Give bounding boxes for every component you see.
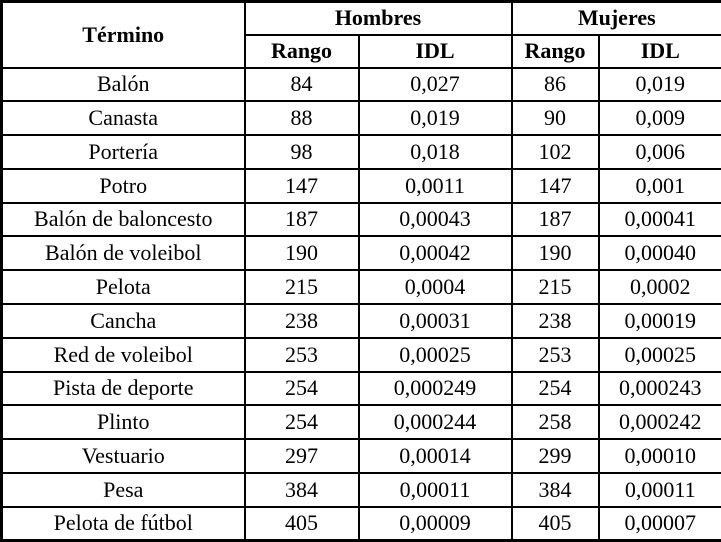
mujeres-idl-cell: 0,00025 [599, 338, 721, 372]
hombres-idl-cell: 0,000244 [359, 405, 512, 439]
term-cell: Portería [2, 135, 245, 169]
col-header-termino: Término [2, 2, 245, 68]
hombres-rango-cell: 147 [245, 169, 359, 203]
mujeres-idl-cell: 0,009 [599, 101, 721, 135]
term-cell: Red de voleibol [2, 338, 245, 372]
mujeres-idl-cell: 0,00041 [599, 203, 721, 237]
col-header-mujeres-rango: Rango [512, 35, 599, 68]
hombres-idl-cell: 0,00042 [359, 236, 512, 270]
mujeres-idl-cell: 0,00040 [599, 236, 721, 270]
hombres-rango-cell: 384 [245, 473, 359, 507]
hombres-rango-cell: 187 [245, 203, 359, 237]
mujeres-rango-cell: 405 [512, 507, 599, 541]
mujeres-idl-cell: 0,001 [599, 169, 721, 203]
mujeres-rango-cell: 187 [512, 203, 599, 237]
mujeres-idl-cell: 0,019 [599, 68, 721, 102]
hombres-idl-cell: 0,00025 [359, 338, 512, 372]
hombres-idl-cell: 0,00009 [359, 507, 512, 541]
hombres-rango-cell: 84 [245, 68, 359, 102]
hombres-rango-cell: 215 [245, 270, 359, 304]
col-header-hombres-rango: Rango [245, 35, 359, 68]
term-cell: Plinto [2, 405, 245, 439]
mujeres-idl-cell: 0,00011 [599, 473, 721, 507]
term-cell: Pelota de fútbol [2, 507, 245, 541]
term-cell: Potro [2, 169, 245, 203]
mujeres-rango-cell: 90 [512, 101, 599, 135]
hombres-rango-cell: 98 [245, 135, 359, 169]
mujeres-rango-cell: 215 [512, 270, 599, 304]
mujeres-rango-cell: 254 [512, 372, 599, 406]
hombres-rango-cell: 254 [245, 405, 359, 439]
hombres-rango-cell: 190 [245, 236, 359, 270]
mujeres-rango-cell: 253 [512, 338, 599, 372]
hombres-idl-cell: 0,00043 [359, 203, 512, 237]
mujeres-idl-cell: 0,000243 [599, 372, 721, 406]
term-cell: Pesa [2, 473, 245, 507]
hombres-rango-cell: 253 [245, 338, 359, 372]
table-header: Término Hombres Mujeres Rango IDL Rango … [2, 2, 721, 68]
hombres-rango-cell: 405 [245, 507, 359, 541]
mujeres-rango-cell: 238 [512, 304, 599, 338]
term-cell: Cancha [2, 304, 245, 338]
hombres-idl-cell: 0,00011 [359, 473, 512, 507]
group-header-row: Término Hombres Mujeres [2, 2, 721, 35]
mujeres-rango-cell: 147 [512, 169, 599, 203]
term-cell: Vestuario [2, 439, 245, 473]
term-cell: Balón [2, 68, 245, 102]
mujeres-idl-cell: 0,006 [599, 135, 721, 169]
mujeres-idl-cell: 0,000242 [599, 405, 721, 439]
hombres-idl-cell: 0,00014 [359, 439, 512, 473]
term-cell: Balón de baloncesto [2, 203, 245, 237]
hombres-idl-cell: 0,0011 [359, 169, 512, 203]
hombres-idl-cell: 0,0004 [359, 270, 512, 304]
hombres-idl-cell: 0,00031 [359, 304, 512, 338]
mujeres-idl-cell: 0,00010 [599, 439, 721, 473]
mujeres-idl-cell: 0,00007 [599, 507, 721, 541]
hombres-idl-cell: 0,000249 [359, 372, 512, 406]
hombres-idl-cell: 0,027 [359, 68, 512, 102]
term-cell: Canasta [2, 101, 245, 135]
hombres-rango-cell: 254 [245, 372, 359, 406]
term-cell: Pelota [2, 270, 245, 304]
term-cell: Balón de voleibol [2, 236, 245, 270]
term-cell: Pista de deporte [2, 372, 245, 406]
mujeres-rango-cell: 190 [512, 236, 599, 270]
mujeres-rango-cell: 258 [512, 405, 599, 439]
col-header-hombres-idl: IDL [359, 35, 512, 68]
hombres-rango-cell: 297 [245, 439, 359, 473]
hombres-idl-cell: 0,018 [359, 135, 512, 169]
mujeres-idl-cell: 0,0002 [599, 270, 721, 304]
group-header-mujeres: Mujeres [512, 2, 721, 35]
mujeres-rango-cell: 299 [512, 439, 599, 473]
mujeres-rango-cell: 102 [512, 135, 599, 169]
hombres-rango-cell: 238 [245, 304, 359, 338]
hombres-rango-cell: 88 [245, 101, 359, 135]
hombres-idl-cell: 0,019 [359, 101, 512, 135]
mujeres-rango-cell: 86 [512, 68, 599, 102]
mujeres-idl-cell: 0,00019 [599, 304, 721, 338]
col-header-mujeres-idl: IDL [599, 35, 721, 68]
mujeres-rango-cell: 384 [512, 473, 599, 507]
group-header-hombres: Hombres [245, 2, 512, 35]
